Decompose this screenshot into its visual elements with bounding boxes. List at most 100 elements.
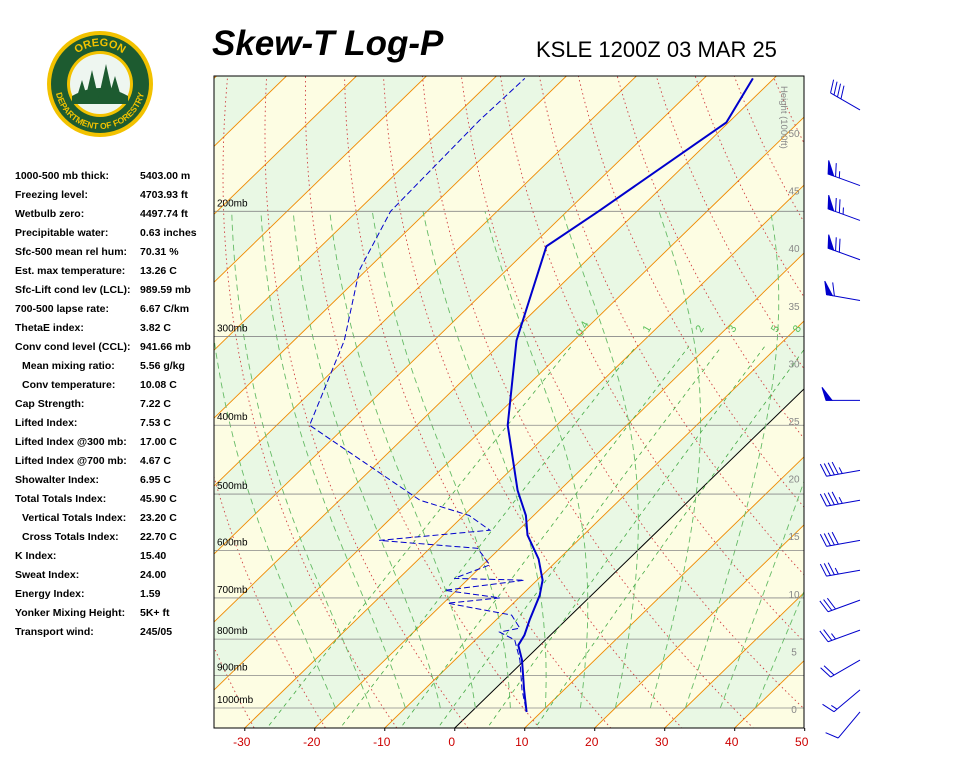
index-value: 23.20 C — [140, 512, 177, 524]
wind-barbs — [819, 79, 861, 739]
logo-trees — [76, 64, 122, 100]
barb-feather — [838, 238, 841, 253]
wind-barb — [825, 711, 861, 739]
dry-adiabat — [917, 54, 960, 732]
isotherm — [244, 184, 804, 728]
mixing-ratio-label: 2 — [693, 323, 706, 334]
temperature-line — [506, 77, 754, 713]
index-label: Sfc-500 mean rel hum: — [15, 246, 127, 258]
barb-feather — [823, 563, 831, 576]
index-value: 1.59 — [140, 588, 161, 600]
height-tick-label: 10 — [788, 590, 800, 601]
wind-barb — [819, 531, 861, 547]
barb-feather — [838, 199, 841, 213]
barb-staff — [827, 629, 861, 643]
index-label: Est. max temperature: — [15, 265, 125, 277]
barb-feather — [823, 463, 831, 476]
barb-feather — [835, 197, 837, 212]
index-value: 13.26 C — [140, 265, 177, 277]
mixing-ratio-line — [400, 346, 690, 728]
barb-feather — [823, 533, 831, 546]
dry-adiabat — [955, 54, 960, 732]
index-label: ThetaE index: — [15, 322, 84, 334]
x-tick-label: -20 — [303, 735, 321, 749]
dry-adiabat — [655, 76, 804, 370]
barb-feather — [823, 493, 831, 506]
isotherm — [214, 76, 777, 623]
barb-feather — [831, 461, 839, 475]
index-label: Showalter Index: — [15, 474, 99, 486]
index-label: Mean mixing ratio: — [22, 360, 115, 372]
chart-title: Skew-T Log-P — [212, 24, 444, 63]
mixing-ratio-line — [437, 346, 722, 728]
index-value: 4497.74 ft — [140, 208, 188, 220]
x-tick-label: 30 — [655, 735, 669, 749]
mixing-ratio-line — [266, 346, 572, 728]
pressure-label: 200mb — [217, 198, 248, 209]
x-tick-label: 40 — [725, 735, 739, 749]
isotherm — [214, 76, 357, 215]
barb-half-feather — [838, 497, 843, 504]
barb-feather — [827, 562, 835, 576]
mixing-ratio-label: 3 — [726, 323, 739, 334]
barb-feather — [822, 703, 835, 713]
barb-feather — [823, 665, 835, 676]
index-value: 989.59 mb — [140, 284, 191, 296]
wind-barb — [819, 491, 861, 507]
mixing-ratio-line — [339, 346, 637, 728]
x-tick-label: 10 — [515, 735, 529, 749]
x-tick-label: 0 — [448, 735, 455, 749]
dry-adiabat — [841, 54, 960, 732]
x-tick-label: 50 — [795, 735, 809, 749]
barb-pennant — [824, 280, 834, 297]
barb-staff — [827, 599, 861, 613]
barb-pennant — [821, 386, 834, 401]
isotherm — [214, 76, 497, 351]
index-label: Precipitable water: — [15, 227, 108, 239]
wind-barb — [819, 629, 861, 643]
index-value: 7.53 C — [140, 417, 171, 429]
barb-feather — [819, 630, 829, 643]
isotherm — [214, 76, 707, 555]
index-label: Conv temperature: — [22, 379, 115, 391]
index-value: 4703.93 ft — [140, 189, 188, 201]
dewpoint-line — [308, 78, 527, 709]
wind-barb — [827, 195, 861, 221]
x-tick-label: -30 — [233, 735, 251, 749]
moist-adiabat — [292, 211, 441, 709]
plot-background — [214, 54, 960, 732]
index-label: Transport wind: — [15, 626, 94, 638]
barb-pennant — [827, 234, 835, 252]
index-label: Cap Strength: — [15, 398, 84, 410]
pressure-label: 800mb — [217, 626, 248, 637]
index-label: Sweat Index: — [15, 569, 79, 581]
logo-center — [70, 54, 130, 114]
barb-staff — [826, 539, 861, 547]
barb-feather — [827, 532, 835, 546]
barb-staff — [837, 711, 861, 739]
pressure-label: 900mb — [217, 662, 248, 673]
height-tick-label: 20 — [788, 475, 800, 486]
barb-pennant — [827, 195, 835, 212]
index-label: Total Totals Index: — [15, 493, 106, 505]
wind-barb — [819, 562, 861, 577]
index-value: 15.40 — [140, 550, 166, 562]
index-label: Conv cond level (CCL): — [15, 341, 131, 353]
barb-feather — [823, 599, 833, 611]
barb-feather — [827, 492, 835, 505]
height-tick-label: 5 — [791, 647, 797, 658]
isotherm — [664, 592, 804, 728]
barb-staff — [830, 659, 861, 678]
height-tick-label: 0 — [791, 705, 797, 716]
index-label: 1000-500 mb thick: — [15, 170, 109, 182]
barb-staff — [826, 499, 861, 507]
index-value: 24.00 — [140, 569, 166, 581]
height-axis-label: Height (1000ft) — [778, 86, 789, 149]
index-label: Cross Totals Index: — [22, 531, 119, 543]
dry-adiabat — [879, 54, 960, 732]
mixing-ratio-label: 1 — [641, 323, 654, 334]
barb-half-feather — [831, 705, 838, 710]
index-label: 700-500 lapse rate: — [15, 303, 109, 315]
